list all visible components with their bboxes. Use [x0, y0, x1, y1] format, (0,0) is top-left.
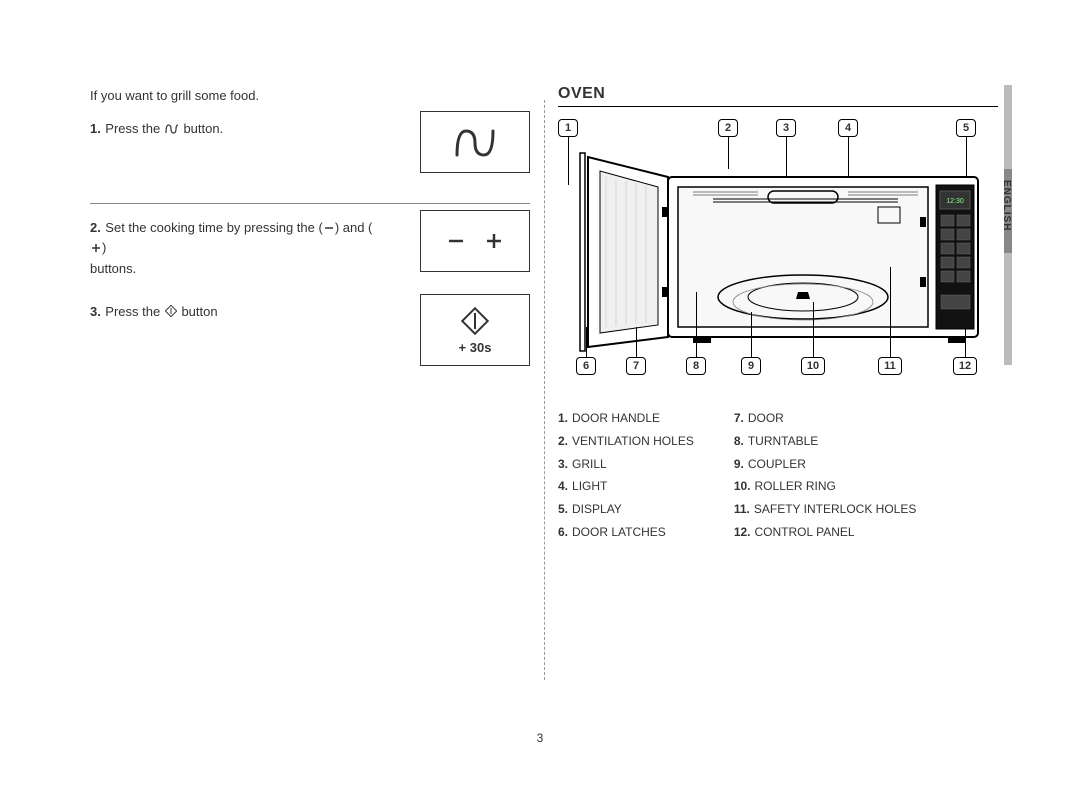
grill-button-box [420, 111, 530, 173]
parts-left-col: 1.DOOR HANDLE 2.VENTILATION HOLES 3.GRIL… [558, 407, 694, 544]
instructions-column: If you want to grill some food. 1. Press… [90, 88, 530, 386]
step-number: 3. [90, 304, 101, 319]
intro-text: If you want to grill some food. [90, 88, 530, 103]
callout-7: 7 [626, 357, 646, 375]
plus-icon [484, 231, 504, 251]
callout-4: 4 [838, 119, 858, 137]
start-button-box: + 30s [420, 294, 530, 366]
manual-page: If you want to grill some food. 1. Press… [0, 0, 1080, 789]
step-number: 1. [90, 121, 101, 136]
oven-diagram: 1 2 3 4 5 [558, 117, 988, 377]
svg-text:12:30: 12:30 [946, 198, 964, 205]
start-30s-label: + 30s [459, 340, 492, 355]
plus-minus-box [420, 210, 530, 272]
page-number: 3 [537, 731, 544, 745]
grill-icon [165, 120, 179, 140]
step-text: Set the cooking time by pressing the () … [90, 220, 372, 276]
callout-3: 3 [776, 119, 796, 137]
step-1: 1. Press the button. [90, 119, 530, 175]
step-2: 2. Set the cooking time by pressing the … [90, 218, 530, 274]
callout-10: 10 [801, 357, 825, 375]
callout-6: 6 [576, 357, 596, 375]
column-divider [544, 100, 545, 680]
minus-icon [324, 219, 334, 239]
minus-icon [446, 231, 466, 251]
callout-2: 2 [718, 119, 738, 137]
step-divider [90, 203, 530, 204]
step-number: 2. [90, 220, 101, 235]
callout-1: 1 [558, 119, 578, 137]
language-tab: ENGLISH [1001, 180, 1012, 231]
microwave-illustration: 12:30 [558, 147, 988, 357]
parts-list: 1.DOOR HANDLE 2.VENTILATION HOLES 3.GRIL… [558, 407, 998, 544]
start-icon [460, 306, 490, 336]
plus-icon [91, 239, 101, 259]
callout-12: 12 [953, 357, 977, 375]
callout-9: 9 [741, 357, 761, 375]
step-3: 3. Press the button + 30s [90, 302, 530, 358]
callout-11: 11 [878, 357, 902, 375]
callout-5: 5 [956, 119, 976, 137]
parts-right-col: 7.DOOR 8.TURNTABLE 9.COUPLER 10.ROLLER R… [734, 407, 917, 544]
grill-icon [453, 125, 497, 159]
oven-heading: OVEN [558, 85, 998, 107]
start-icon [165, 303, 177, 323]
step-text: Press the button [105, 304, 217, 319]
step-text: Press the button. [105, 121, 223, 136]
callout-8: 8 [686, 357, 706, 375]
oven-column: OVEN 1 2 3 4 5 [558, 85, 998, 544]
